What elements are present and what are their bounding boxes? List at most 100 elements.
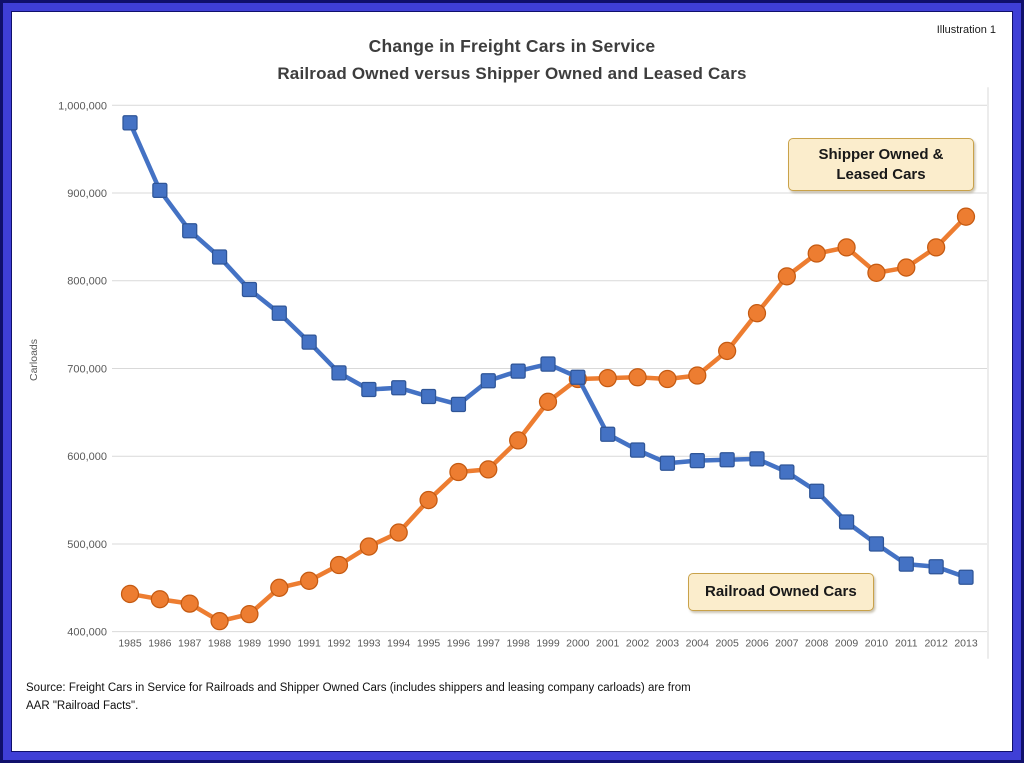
marker-shipper-owned-leased-cars xyxy=(897,258,916,277)
marker-railroad-owned-cars xyxy=(331,365,347,381)
marker-shipper-owned-leased-cars xyxy=(538,392,558,411)
marker-shipper-owned-leased-cars xyxy=(598,368,617,388)
marker-shipper-owned-leased-cars xyxy=(270,578,289,597)
marker-shipper-owned-leased-cars xyxy=(240,604,259,624)
x-tick-label: 2007 xyxy=(775,638,798,650)
x-tick-label: 2012 xyxy=(924,638,947,650)
x-tick-label: 1991 xyxy=(297,638,320,650)
marker-shipper-owned-leased-cars xyxy=(479,460,498,479)
marker-shipper-owned-leased-cars xyxy=(688,366,707,385)
illustration-label: Illustration 1 xyxy=(936,24,996,36)
marker-shipper-owned-leased-cars xyxy=(777,267,796,286)
x-tick-label: 1989 xyxy=(238,638,261,650)
marker-shipper-owned-leased-cars xyxy=(807,244,826,263)
marker-railroad-owned-cars xyxy=(809,483,825,499)
marker-railroad-owned-cars xyxy=(241,281,258,298)
y-tick-label: 400,000 xyxy=(67,627,107,639)
marker-shipper-owned-leased-cars xyxy=(150,590,169,609)
marker-shipper-owned-leased-cars xyxy=(180,594,199,613)
line-shipper-owned-leased-cars xyxy=(127,214,969,624)
marker-railroad-owned-cars xyxy=(420,388,437,405)
x-tick-label: 2000 xyxy=(566,638,589,650)
marker-shipper-owned-leased-cars xyxy=(628,368,647,387)
marker-railroad-owned-cars xyxy=(570,369,586,385)
marker-shipper-owned-leased-cars xyxy=(210,611,229,631)
railroad-callout: Railroad Owned Cars xyxy=(688,573,874,611)
x-tick-label: 1990 xyxy=(268,638,291,650)
y-tick-label: 600,000 xyxy=(67,451,107,463)
x-tick-label: 2011 xyxy=(895,638,918,650)
marker-railroad-owned-cars xyxy=(510,363,526,379)
x-tick-label: 2003 xyxy=(656,638,679,650)
marker-shipper-owned-leased-cars xyxy=(837,238,856,257)
marker-railroad-owned-cars xyxy=(391,380,407,396)
x-tick-label: 1997 xyxy=(477,638,500,650)
marker-shipper-owned-leased-cars xyxy=(300,571,319,590)
marker-railroad-owned-cars xyxy=(868,536,885,552)
marker-shipper-owned-leased-cars xyxy=(658,369,677,389)
x-tick-label: 2005 xyxy=(715,638,738,650)
marker-shipper-owned-leased-cars xyxy=(747,304,767,323)
x-tick-label: 2001 xyxy=(596,638,619,650)
chart-title-line2: Railroad Owned versus Shipper Owned and … xyxy=(277,64,747,83)
shipper-callout-line2: Leased Cars xyxy=(836,165,926,183)
marker-shipper-owned-leased-cars xyxy=(956,207,976,226)
marker-railroad-owned-cars xyxy=(749,451,765,467)
x-tick-label: 1998 xyxy=(506,638,529,650)
marker-railroad-owned-cars xyxy=(182,223,198,239)
x-tick-label: 2009 xyxy=(835,638,858,650)
marker-railroad-owned-cars xyxy=(480,373,496,389)
y-tick-label: 900,000 xyxy=(67,188,107,200)
y-tick-label: 700,000 xyxy=(67,363,107,375)
marker-railroad-owned-cars xyxy=(659,455,676,471)
chart-canvas: 400,000 500,000 600,000 700,000 800,000 900,0… xyxy=(58,87,989,659)
shipper-callout: Shipper Owned & Leased Cars xyxy=(788,138,974,191)
y-tick-label: 500,000 xyxy=(67,539,107,551)
marker-railroad-owned-cars xyxy=(689,452,705,469)
marker-railroad-owned-cars xyxy=(719,452,735,468)
x-tick-label: 1995 xyxy=(417,638,440,650)
marker-railroad-owned-cars xyxy=(600,426,616,442)
x-tick-label: 1987 xyxy=(178,638,201,650)
x-tick-label: 1996 xyxy=(447,638,470,650)
x-tick-label: 2004 xyxy=(686,638,709,650)
x-tick-label: 2006 xyxy=(745,638,768,650)
x-tick-label: 2002 xyxy=(626,638,649,650)
chart-title-line1: Change in Freight Cars in Service xyxy=(368,36,656,56)
marker-shipper-owned-leased-cars xyxy=(329,555,349,575)
marker-railroad-owned-cars xyxy=(211,249,228,265)
x-tick-label: 2010 xyxy=(865,638,888,650)
marker-shipper-owned-leased-cars xyxy=(718,341,737,361)
x-tick-label: 1992 xyxy=(327,638,350,650)
marker-shipper-owned-leased-cars xyxy=(120,584,140,604)
marker-shipper-owned-leased-cars xyxy=(419,490,438,510)
chart-area: Illustration 1 Change in Freight Cars in… xyxy=(11,11,1013,752)
marker-shipper-owned-leased-cars xyxy=(509,431,528,450)
x-tick-label: 1999 xyxy=(536,638,559,650)
marker-shipper-owned-leased-cars xyxy=(867,263,886,282)
marker-railroad-owned-cars xyxy=(301,334,317,350)
x-tick-label: 1986 xyxy=(148,638,171,650)
x-tick-label: 1985 xyxy=(118,638,141,650)
marker-railroad-owned-cars xyxy=(629,442,646,458)
marker-railroad-owned-cars xyxy=(152,182,168,199)
marker-railroad-owned-cars xyxy=(928,559,944,575)
marker-shipper-owned-leased-cars xyxy=(449,462,468,482)
x-tick-label: 2008 xyxy=(805,638,828,650)
x-tick-label: 1993 xyxy=(357,638,380,650)
marker-railroad-owned-cars xyxy=(898,556,914,572)
marker-railroad-owned-cars xyxy=(122,115,138,131)
shipper-callout-line1: Shipper Owned & xyxy=(818,146,944,163)
marker-railroad-owned-cars xyxy=(450,396,467,413)
y-tick-label: 1,000,000 xyxy=(58,100,107,112)
y-axis-label: Carloads xyxy=(28,338,40,382)
x-tick-label: 2013 xyxy=(954,638,977,650)
marker-railroad-owned-cars xyxy=(271,305,287,321)
marker-railroad-owned-cars xyxy=(779,464,795,480)
chart-title: Change in Freight Cars in Service Railro… xyxy=(12,36,1012,84)
x-tick-label: 1988 xyxy=(208,638,231,650)
marker-railroad-owned-cars xyxy=(958,569,974,585)
marker-railroad-owned-cars xyxy=(361,381,377,398)
marker-railroad-owned-cars xyxy=(540,356,556,372)
